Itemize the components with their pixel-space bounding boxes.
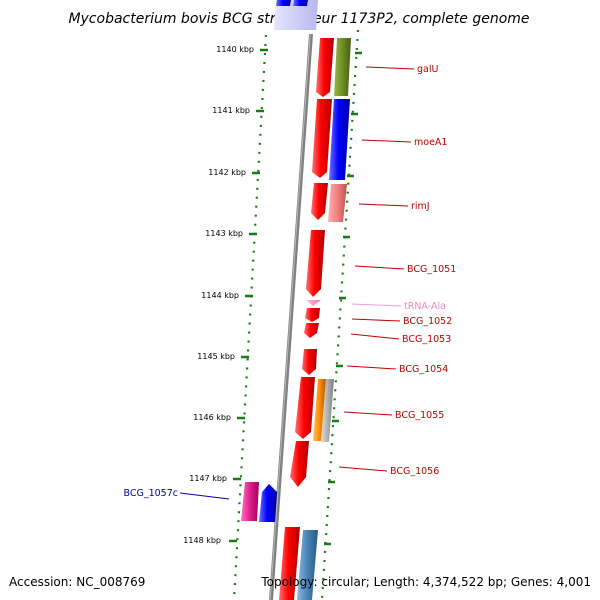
feature-BCG_1051 xyxy=(306,230,325,297)
gene-label-tRNA-Ala[interactable]: tRNA-Ala xyxy=(404,301,446,312)
gene-label-BCG_1051[interactable]: BCG_1051 xyxy=(407,264,456,275)
leader-line-BCG_1051 xyxy=(354,265,405,270)
genome-backbone xyxy=(269,33,313,600)
feature-galU xyxy=(334,38,351,96)
leader-line-galU xyxy=(365,66,415,70)
tick-label: 1140 kbp xyxy=(216,45,254,54)
gene-features xyxy=(241,0,351,600)
leader-line-BCG_1056 xyxy=(338,466,388,472)
tick-label: 1141 kbp xyxy=(212,106,250,115)
leader-line-moeA1 xyxy=(361,139,412,143)
tick-label: 1142 kbp xyxy=(208,168,246,177)
feature-red-1055 xyxy=(295,377,315,439)
gene-label-BCG_1053[interactable]: BCG_1053 xyxy=(402,334,451,345)
feature-red-bottom xyxy=(279,527,300,600)
leader-line-tRNA-Ala xyxy=(351,303,402,307)
feature-BCG_1056 xyxy=(290,441,309,487)
gene-label-BCG_1052[interactable]: BCG_1052 xyxy=(403,316,452,327)
feature-BCG_1053 xyxy=(304,323,319,338)
tick-marks xyxy=(229,48,362,546)
gene-label-rimJ[interactable]: rimJ xyxy=(411,201,430,212)
gene-label-BCG_1054[interactable]: BCG_1054 xyxy=(399,364,448,375)
backbone-line xyxy=(269,33,313,600)
leader-line-BCG_1052 xyxy=(351,318,401,322)
backbone-highlight xyxy=(269,33,311,600)
feature-BCG_1057c xyxy=(259,484,277,522)
tick-label: 1147 kbp xyxy=(189,474,227,483)
feature-moeA1 xyxy=(329,99,350,180)
gene-label-BCG_1056[interactable]: BCG_1056 xyxy=(390,466,439,477)
gene-label-moeA1[interactable]: moeA1 xyxy=(414,137,447,148)
genome-summary-text: Topology: circular; Length: 4,374,522 bp… xyxy=(260,575,591,589)
feature-magenta xyxy=(241,482,259,521)
leader-line-BCG_1055 xyxy=(343,411,393,416)
feature-red-2 xyxy=(312,99,332,178)
feature-steel-bottom xyxy=(297,530,318,600)
gene-label-BCG_1055[interactable]: BCG_1055 xyxy=(395,410,444,421)
feature-BCG_1052 xyxy=(305,308,320,322)
leader-line-BCG_1054 xyxy=(346,365,397,370)
feature-gray xyxy=(321,379,334,442)
tick-label: 1145 kbp xyxy=(197,352,235,361)
feature-red-3 xyxy=(311,183,328,220)
leader-line-BCG_1057c xyxy=(179,492,230,500)
tick-label: 1146 kbp xyxy=(193,413,231,422)
gene-label-BCG_1057c[interactable]: BCG_1057c xyxy=(124,488,179,499)
feature-rimJ xyxy=(328,184,347,222)
feature-tRNA-Ala xyxy=(306,300,321,306)
tick-label: 1144 kbp xyxy=(201,291,239,300)
feature-top-blue-b xyxy=(293,0,308,6)
tick-label: 1143 kbp xyxy=(205,229,243,238)
gene-label-galU[interactable]: galU xyxy=(417,64,438,75)
leader-line-BCG_1053 xyxy=(350,333,400,340)
leader-line-rimJ xyxy=(358,203,409,207)
feature-top-blue-a xyxy=(276,0,291,6)
feature-red-1 xyxy=(316,38,334,97)
feature-BCG_1054 xyxy=(302,349,317,375)
tick-label: 1148 kbp xyxy=(183,536,221,545)
feature-top-lavender xyxy=(274,0,318,30)
feature-orange xyxy=(313,379,326,441)
gene-labels: galU moeA1 rimJ BCG_1051 tRNA-Ala BCG_10… xyxy=(124,64,457,499)
accession-text: Accession: NC_008769 xyxy=(9,575,145,589)
tick-labels: 1140 kbp 1141 kbp 1142 kbp 1143 kbp 1144… xyxy=(183,45,254,545)
leader-lines xyxy=(179,66,415,500)
